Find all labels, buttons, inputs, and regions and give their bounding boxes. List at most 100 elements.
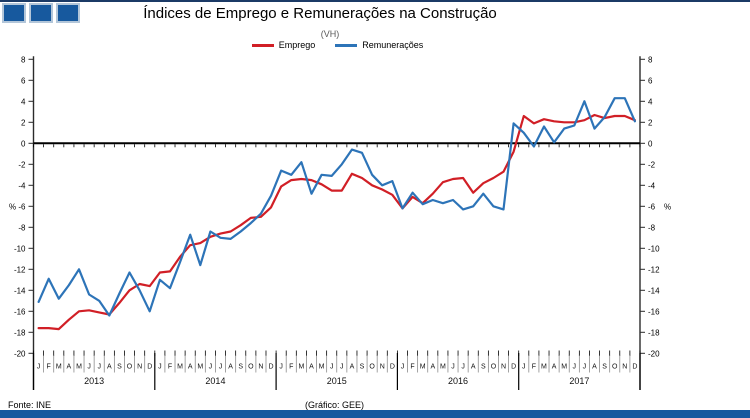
svg-text:M: M [177,364,183,371]
svg-text:2013: 2013 [84,376,104,386]
svg-text:-20: -20 [648,349,660,358]
svg-text:D: D [632,364,637,371]
logo-squares [2,3,80,23]
svg-text:O: O [248,364,254,371]
svg-text:J: J [340,364,344,371]
legend-label-emprego: Emprego [278,40,316,50]
svg-text:D: D [390,364,395,371]
svg-text:S: S [117,364,122,371]
svg-text:J: J [219,364,223,371]
svg-text:N: N [258,364,263,371]
svg-text:A: A [430,364,435,371]
chart-canvas: 8 8 6 6 4 4 2 2 0 0 -2 -2 -4 -4 -6 -6 -8 -8 -10 -10 -12 -12 -1… [9,55,671,390]
svg-text:J: J [451,364,455,371]
svg-text:6: 6 [648,76,653,85]
source-note: Fonte: INE [8,400,52,410]
svg-text:O: O [369,364,375,371]
svg-text:-2: -2 [18,160,26,169]
logo-square [56,3,80,23]
svg-text:M: M [56,364,62,371]
svg-text:O: O [127,364,133,371]
svg-text:4: 4 [21,97,26,106]
svg-text:-16: -16 [648,307,660,316]
svg-text:M: M [76,364,82,371]
svg-text:A: A [552,364,557,371]
svg-text:J: J [87,364,91,371]
svg-text:-6: -6 [648,202,656,211]
svg-text:-20: -20 [14,349,26,358]
svg-text:M: M [561,364,567,371]
svg-text:A: A [188,364,193,371]
svg-text:A: A [350,364,355,371]
svg-text:J: J [330,364,334,371]
svg-text:-8: -8 [18,223,26,232]
svg-text:2016: 2016 [448,376,468,386]
emprego-line-swatch [251,43,274,47]
legend-item-remuneracoes: Remunerações [335,40,423,50]
svg-text:8: 8 [21,55,26,64]
bottom-accent-bar [0,410,750,418]
svg-text:N: N [137,364,142,371]
svg-text:J: J [209,364,213,371]
svg-text:-8: -8 [648,223,656,232]
svg-text:O: O [612,364,618,371]
svg-text:O: O [491,364,497,371]
series-line-emprego [37,113,637,331]
svg-text:A: A [592,364,597,371]
svg-text:A: A [228,364,233,371]
svg-text:A: A [309,364,314,371]
svg-text:N: N [622,364,627,371]
svg-text:N: N [501,364,506,371]
logo-square [2,3,26,23]
svg-text:2015: 2015 [327,376,347,386]
legend-item-emprego: Emprego [251,40,316,50]
svg-text:A: A [471,364,476,371]
svg-text:S: S [602,364,607,371]
svg-text:-14: -14 [648,286,660,295]
svg-text:2: 2 [21,118,26,127]
svg-text:N: N [380,364,385,371]
svg-text:M: M [541,364,547,371]
axis-ticks [28,58,645,354]
data-series [37,97,637,331]
svg-text:J: J [37,364,41,371]
svg-text:-6: -6 [18,202,26,211]
svg-text:D: D [269,364,274,371]
svg-text:J: J [279,364,283,371]
svg-text:J: J [573,364,577,371]
svg-text:F: F [532,364,536,371]
svg-text:M: M [319,364,325,371]
svg-text:F: F [47,364,51,371]
svg-text:F: F [410,364,414,371]
svg-text:D: D [511,364,516,371]
svg-text:F: F [289,364,293,371]
svg-text:J: J [97,364,101,371]
svg-text:-4: -4 [18,181,26,190]
svg-text:2: 2 [648,118,653,127]
svg-text:-18: -18 [648,328,660,337]
svg-text:-10: -10 [648,244,660,253]
svg-text:F: F [168,364,172,371]
logo-square [29,3,53,23]
svg-text:S: S [360,364,365,371]
svg-text:A: A [67,364,72,371]
svg-text:M: M [197,364,203,371]
series-line-remunerações [37,97,637,317]
svg-text:-16: -16 [14,307,26,316]
axes [32,56,641,390]
svg-text:-14: -14 [14,286,26,295]
svg-text:4: 4 [648,97,653,106]
svg-text:S: S [481,364,486,371]
svg-text:%: % [9,202,16,211]
svg-text:-10: -10 [14,244,26,253]
credit-note: (Gráfico: GEE) [305,400,365,410]
svg-text:%: % [664,202,671,211]
svg-text:2017: 2017 [569,376,589,386]
svg-text:D: D [147,364,152,371]
svg-text:S: S [238,364,243,371]
legend-label-remuneracoes: Remunerações [362,40,424,50]
svg-text:-2: -2 [648,160,656,169]
svg-text:6: 6 [21,76,26,85]
svg-text:J: J [401,364,405,371]
svg-text:M: M [440,364,446,371]
